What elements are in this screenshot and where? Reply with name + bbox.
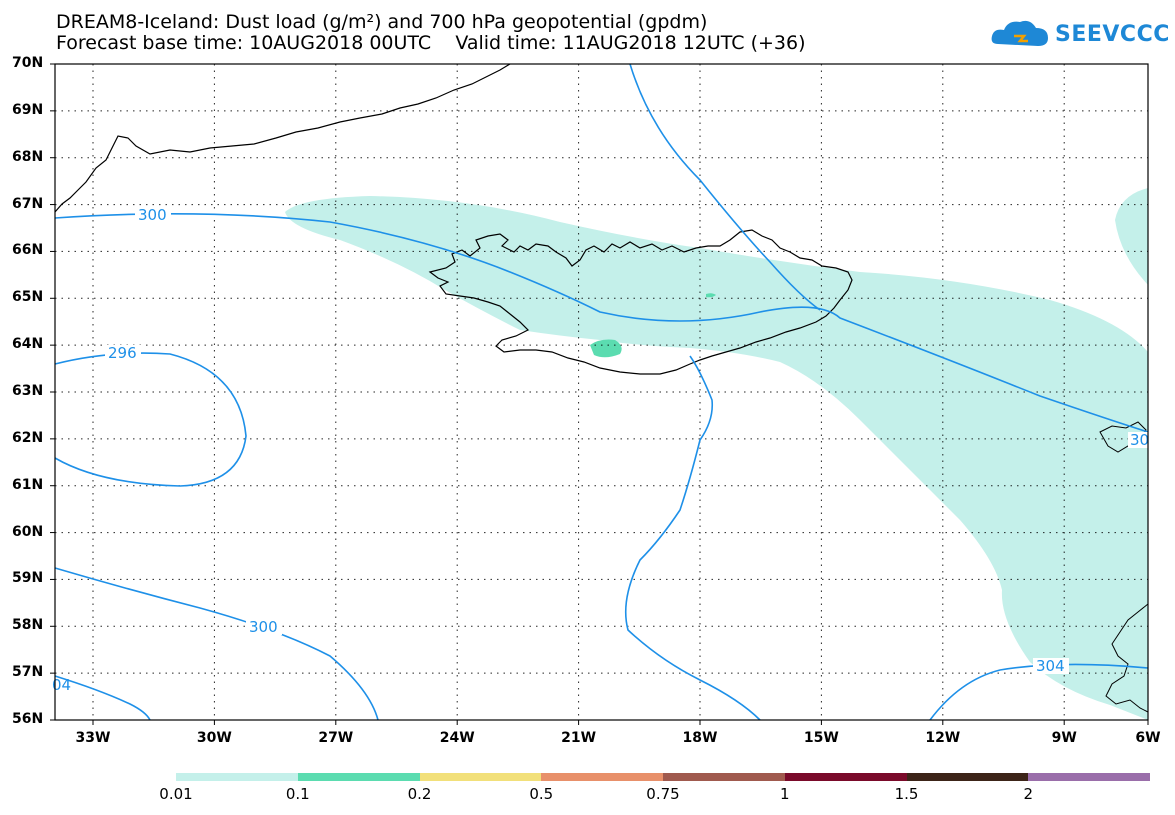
longitude-label: 18W — [682, 730, 718, 746]
latitude-label: 69N — [12, 101, 44, 118]
colorbar-segment — [784, 773, 907, 781]
latitude-label: 61N — [12, 476, 44, 493]
contour-label-304-edge: 04 — [52, 676, 71, 694]
cloud-logo-icon — [991, 20, 1048, 46]
map-title-line-2: Forecast base time: 10AUG2018 00UTC Vali… — [56, 32, 806, 54]
latitude-label: 60N — [12, 523, 44, 540]
colorbar-segment — [297, 773, 420, 781]
latitude-label: 59N — [12, 570, 44, 587]
latitude-label: 56N — [12, 711, 44, 727]
dust-plume-area-east — [1115, 188, 1148, 285]
latitude-label: 64N — [12, 336, 44, 353]
latitude-label: 70N — [12, 55, 44, 71]
colorbar-label: 0.75 — [646, 785, 680, 803]
longitude-label: 9W — [1051, 730, 1077, 746]
longitude-label: 24W — [439, 730, 475, 746]
contour-label-300-north: 300 — [138, 206, 167, 224]
scotland-coastline — [1105, 603, 1149, 713]
longitude-label: 6W — [1135, 730, 1161, 746]
latitude-label: 65N — [12, 289, 44, 306]
contour-label-296: 296 — [108, 344, 137, 362]
colorbar-label: 0.1 — [285, 785, 310, 803]
colorbar-segment — [1028, 773, 1150, 781]
colorbar-label: 2 — [1023, 785, 1034, 803]
longitude-label: 21W — [561, 730, 597, 746]
colorbar-label: 0.2 — [407, 785, 432, 803]
longitude-label: 27W — [318, 730, 354, 746]
colorbar-segment — [419, 773, 542, 781]
dust-plume-area — [285, 196, 1148, 720]
latitude-label: 58N — [12, 617, 44, 634]
colorbar-segment — [906, 773, 1029, 781]
greenland-coastline — [54, 63, 511, 213]
colorbar-segment — [663, 773, 785, 781]
colorbar-label: 0.5 — [529, 785, 554, 803]
iceland-coastline — [428, 229, 853, 375]
latitude-label: 68N — [12, 148, 44, 165]
colorbar-segment — [176, 773, 298, 781]
logo-text: SEEVCCC — [1055, 22, 1170, 47]
latitude-label: 57N — [12, 664, 44, 681]
longitude-label: 33W — [75, 730, 111, 746]
latitude-label: 66N — [12, 242, 44, 259]
colorbar-label: 1.5 — [894, 785, 919, 803]
colorbar-label: 0.01 — [159, 785, 193, 803]
dust-patch-high — [590, 339, 622, 358]
contour-label-304: 304 — [1036, 657, 1065, 675]
longitude-label: 30W — [196, 730, 232, 746]
colorbar-segment — [541, 773, 663, 781]
dust-patch-high-small — [706, 293, 716, 298]
contour-label-300-east: 30 — [1130, 431, 1149, 449]
colorbar-label: 1 — [779, 785, 790, 803]
latitude-label: 67N — [12, 195, 44, 212]
dust-load-colorbar — [176, 773, 1150, 781]
contour-label-300-south: 300 — [249, 618, 278, 636]
longitude-label: 12W — [925, 730, 961, 746]
latitude-label: 63N — [12, 383, 44, 399]
longitude-label: 15W — [803, 730, 839, 746]
map-title-line-1: DREAM8-Iceland: Dust load (g/m²) and 700… — [56, 11, 708, 33]
latitude-label: 62N — [12, 429, 44, 446]
